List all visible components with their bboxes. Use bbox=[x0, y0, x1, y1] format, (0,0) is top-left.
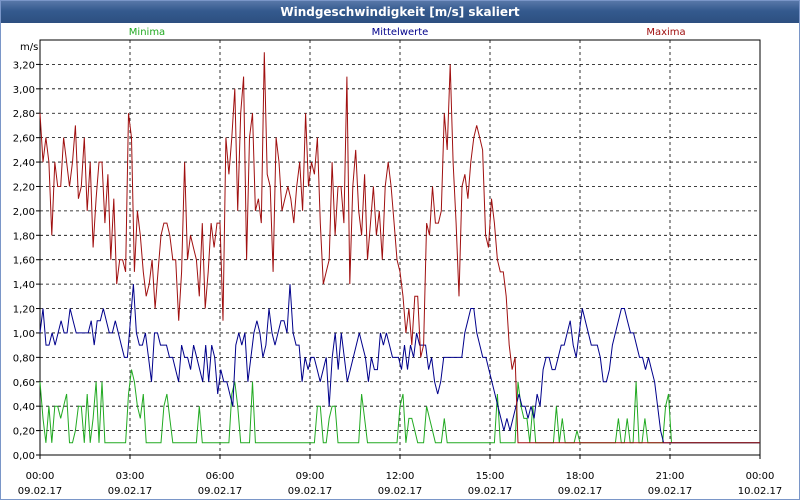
y-tick-label: 1,80 bbox=[13, 231, 35, 242]
x-tick-date: 09.02.17 bbox=[18, 486, 63, 497]
y-tick-label: 2,00 bbox=[13, 207, 35, 218]
y-tick-label: 2,20 bbox=[13, 182, 35, 193]
x-tick-date: 09.02.17 bbox=[198, 486, 243, 497]
axes: 0,00 0,20 0,40 0,60 0,80 1,00 1,20 1,40 1,60 1,80… bbox=[13, 39, 783, 497]
y-tick-label: 0,00 bbox=[13, 451, 35, 462]
window-title: Windgeschwindigkeit [m/s] skaliert bbox=[1, 1, 799, 23]
legend: Minima Mittelwerte Maxima bbox=[129, 27, 686, 38]
x-tick-time: 12:00 bbox=[386, 471, 415, 482]
y-tick-label: 3,00 bbox=[13, 85, 35, 96]
y-tick-label: 1,20 bbox=[13, 305, 35, 316]
y-tick-label: 2,80 bbox=[13, 109, 35, 120]
y-tick-label: 2,60 bbox=[13, 134, 35, 145]
x-tick-time: 03:00 bbox=[116, 471, 145, 482]
legend-maxima: Maxima bbox=[646, 27, 685, 38]
x-tick-time: 00:00 bbox=[746, 471, 775, 482]
y-tick-label: 3,20 bbox=[13, 60, 35, 71]
grid bbox=[39, 40, 761, 456]
series-maxima bbox=[39, 52, 760, 444]
y-tick-label: 0,80 bbox=[13, 353, 35, 364]
y-tick-label: 1,60 bbox=[13, 256, 35, 267]
x-tick-date: 09.02.17 bbox=[558, 486, 603, 497]
y-tick-label: 1,00 bbox=[13, 329, 35, 340]
x-tick-date: 09.02.17 bbox=[468, 486, 513, 497]
series-lines bbox=[39, 52, 760, 444]
series-mittelwerte bbox=[39, 284, 760, 444]
y-tick-label: 0,40 bbox=[13, 402, 35, 413]
legend-mittelwerte: Mittelwerte bbox=[372, 27, 429, 38]
x-tick-time: 15:00 bbox=[476, 471, 505, 482]
y-tick-label: 1,40 bbox=[13, 280, 35, 291]
x-tick-date: 09.02.17 bbox=[378, 486, 423, 497]
legend-minima: Minima bbox=[129, 27, 165, 38]
x-tick-time: 21:00 bbox=[656, 471, 685, 482]
x-tick-date: 09.02.17 bbox=[108, 486, 153, 497]
x-tick-time: 18:00 bbox=[566, 471, 595, 482]
x-tick-time: 06:00 bbox=[206, 471, 235, 482]
x-tick-date: 09.02.17 bbox=[648, 486, 693, 497]
y-axis-label: m/s bbox=[20, 42, 38, 53]
x-tick-time: 00:00 bbox=[26, 471, 55, 482]
y-tick-label: 0,60 bbox=[13, 378, 35, 389]
x-tick-time: 09:00 bbox=[296, 471, 325, 482]
y-tick-label: 2,40 bbox=[13, 158, 35, 169]
y-tick-label: 0,20 bbox=[13, 427, 35, 438]
x-tick-date: 10.02.17 bbox=[738, 486, 783, 497]
x-tick-date: 09.02.17 bbox=[288, 486, 333, 497]
